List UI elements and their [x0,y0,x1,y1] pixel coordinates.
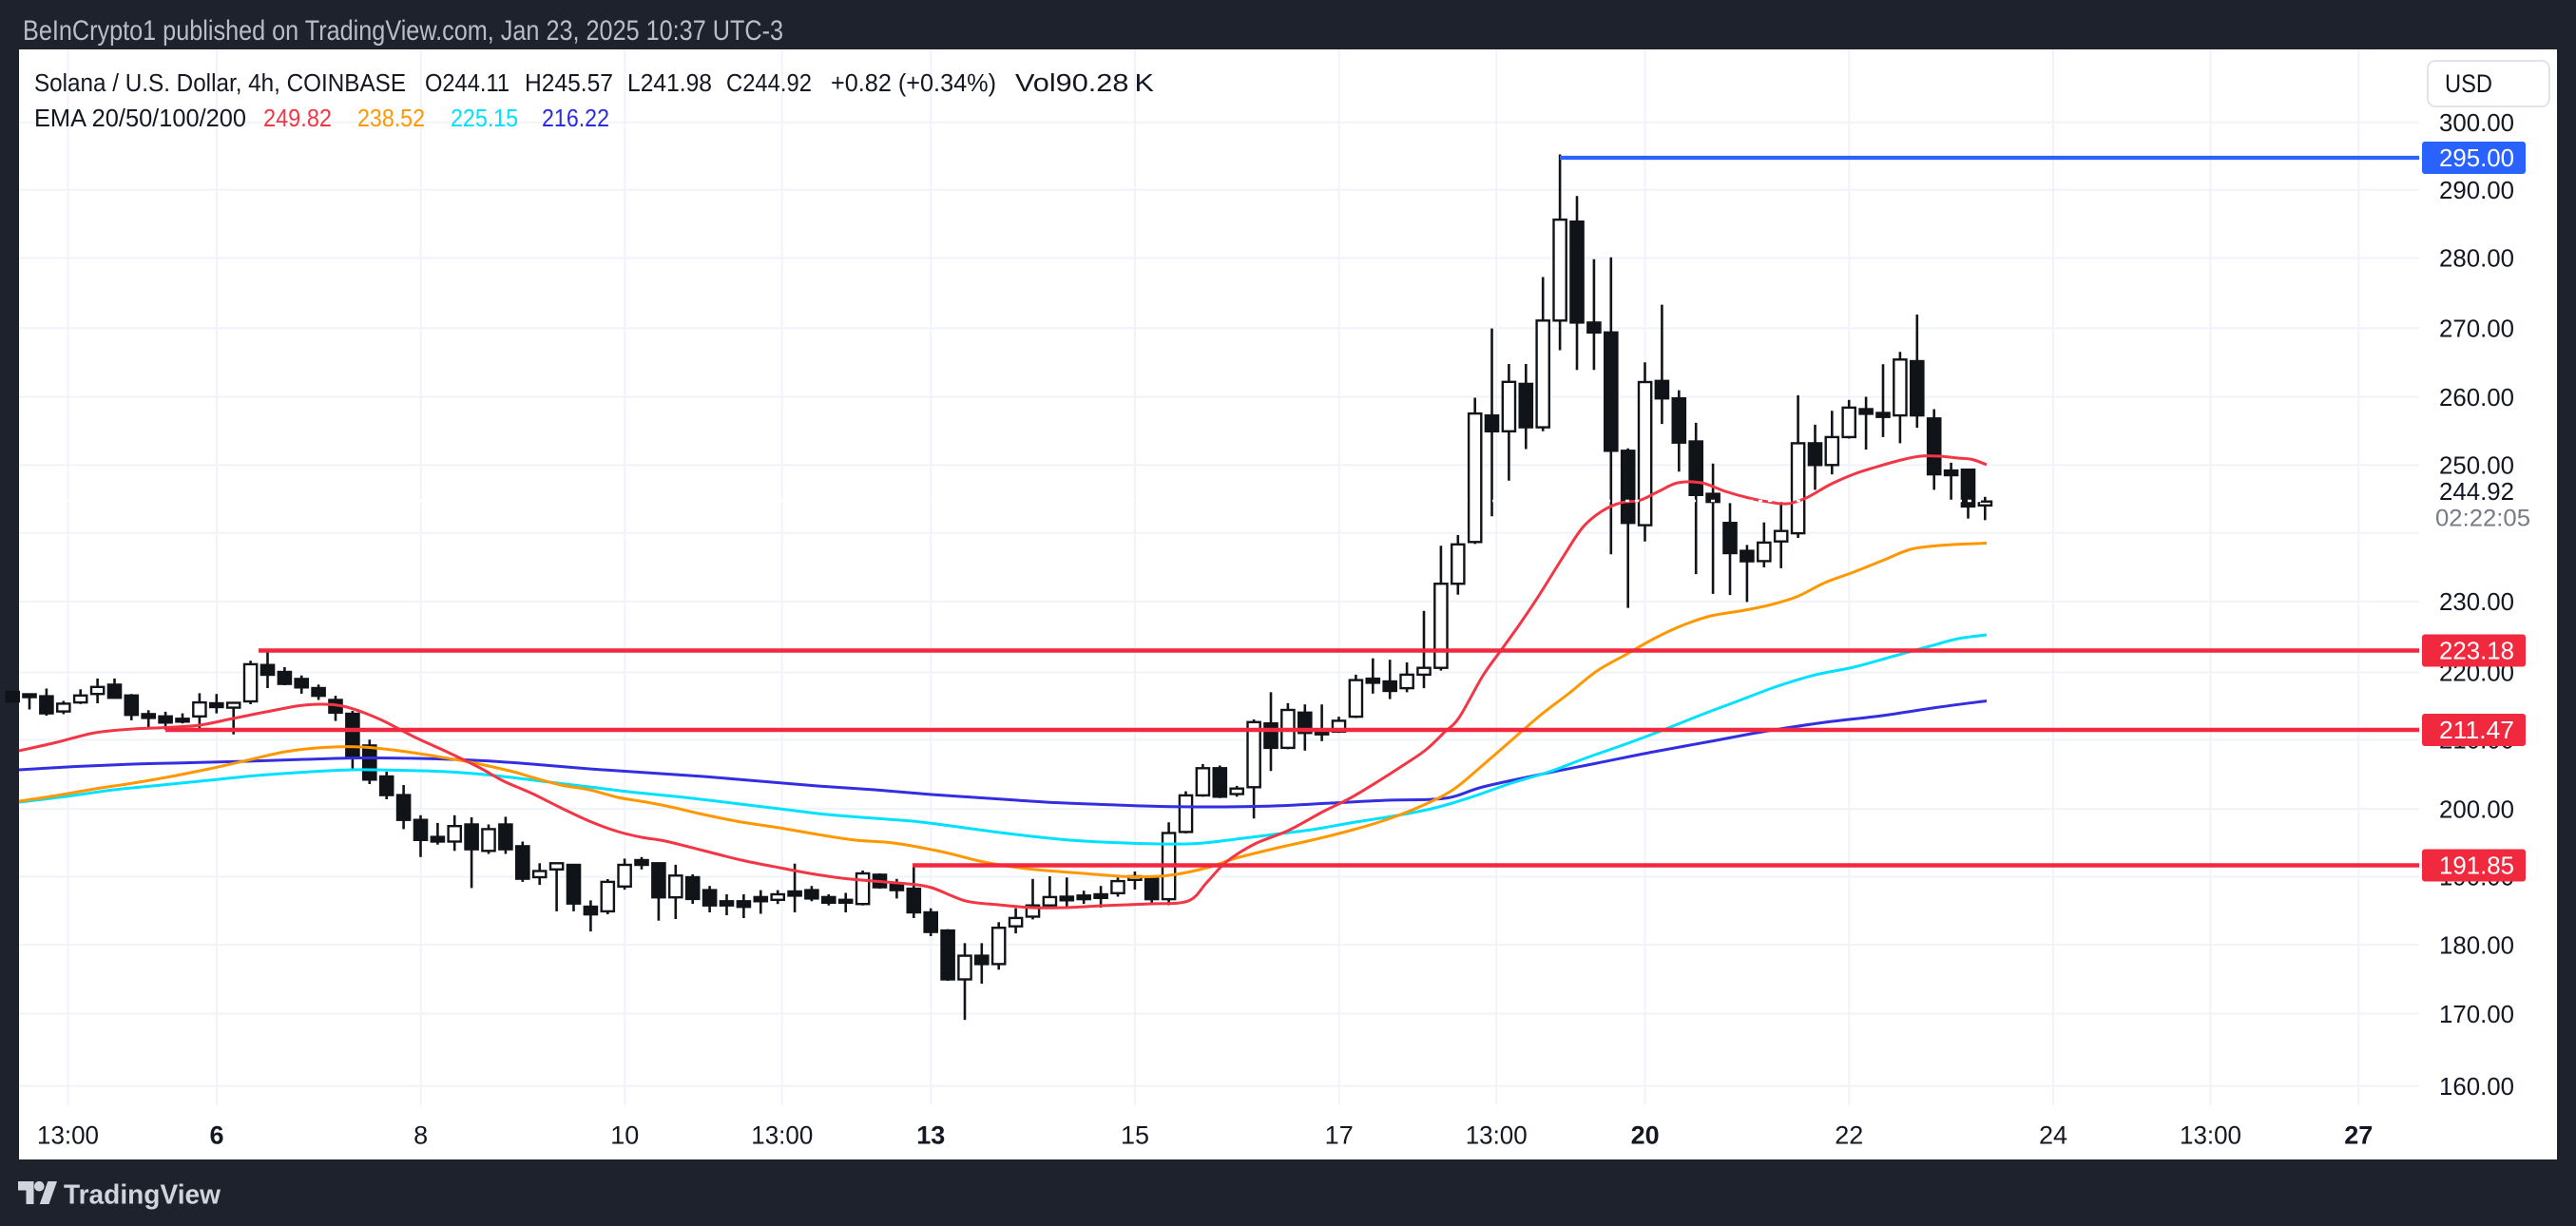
svg-text:225.15: 225.15 [451,105,518,132]
svg-text:290.00: 290.00 [2439,176,2514,204]
svg-text:C244.92: C244.92 [726,70,812,97]
svg-text:13:00: 13:00 [2180,1121,2241,1150]
svg-text:13:00: 13:00 [37,1121,99,1150]
svg-text:Solana / U.S. Dollar, 4h, COIN: Solana / U.S. Dollar, 4h, COINBASE [34,70,406,97]
svg-text:15: 15 [1121,1121,1149,1150]
svg-text:223.18: 223.18 [2439,637,2514,665]
svg-text:USD: USD [2445,69,2492,98]
svg-text:170.00: 170.00 [2439,1000,2514,1028]
svg-text:+0.82 (+0.34%): +0.82 (+0.34%) [831,70,996,97]
svg-text:244.92: 244.92 [2439,477,2514,506]
svg-text:200.00: 200.00 [2439,795,2514,823]
svg-text:250.00: 250.00 [2439,451,2514,480]
svg-text:L241.98: L241.98 [627,70,712,97]
svg-text:191.85: 191.85 [2439,852,2514,880]
svg-text:238.52: 238.52 [357,105,425,132]
svg-text:249.82: 249.82 [263,105,332,132]
svg-text:180.00: 180.00 [2439,930,2514,959]
svg-text:27: 27 [2344,1121,2373,1150]
svg-text:13:00: 13:00 [751,1121,813,1150]
svg-text:02:22:05: 02:22:05 [2435,506,2530,532]
svg-text:6: 6 [209,1121,223,1150]
svg-text:211.47: 211.47 [2439,716,2514,744]
svg-text:13: 13 [916,1121,945,1150]
svg-text:Vol90.28 K: Vol90.28 K [1015,70,1154,97]
svg-text:13:00: 13:00 [1466,1121,1528,1150]
svg-text:10: 10 [610,1121,639,1150]
svg-text:280.00: 280.00 [2439,244,2514,273]
svg-text:H245.57: H245.57 [525,70,613,97]
svg-text:8: 8 [413,1121,428,1150]
svg-text:EMA 20/50/100/200: EMA 20/50/100/200 [34,105,246,132]
svg-text:160.00: 160.00 [2439,1072,2514,1101]
svg-text:260.00: 260.00 [2439,383,2514,412]
svg-text:230.00: 230.00 [2439,587,2514,616]
svg-text:295.00: 295.00 [2439,144,2514,172]
svg-text:20: 20 [1631,1121,1660,1150]
svg-text:TradingView: TradingView [64,1180,221,1211]
svg-text:300.00: 300.00 [2439,108,2514,137]
svg-text:O244.11: O244.11 [425,70,509,97]
svg-text:216.22: 216.22 [542,105,609,132]
svg-text:24: 24 [2039,1121,2067,1150]
svg-text:BeInCrypto1 published on Tradi: BeInCrypto1 published on TradingView.com… [23,15,783,47]
svg-text:22: 22 [1835,1121,1863,1150]
svg-text:270.00: 270.00 [2439,315,2514,343]
svg-text:17: 17 [1325,1121,1354,1150]
